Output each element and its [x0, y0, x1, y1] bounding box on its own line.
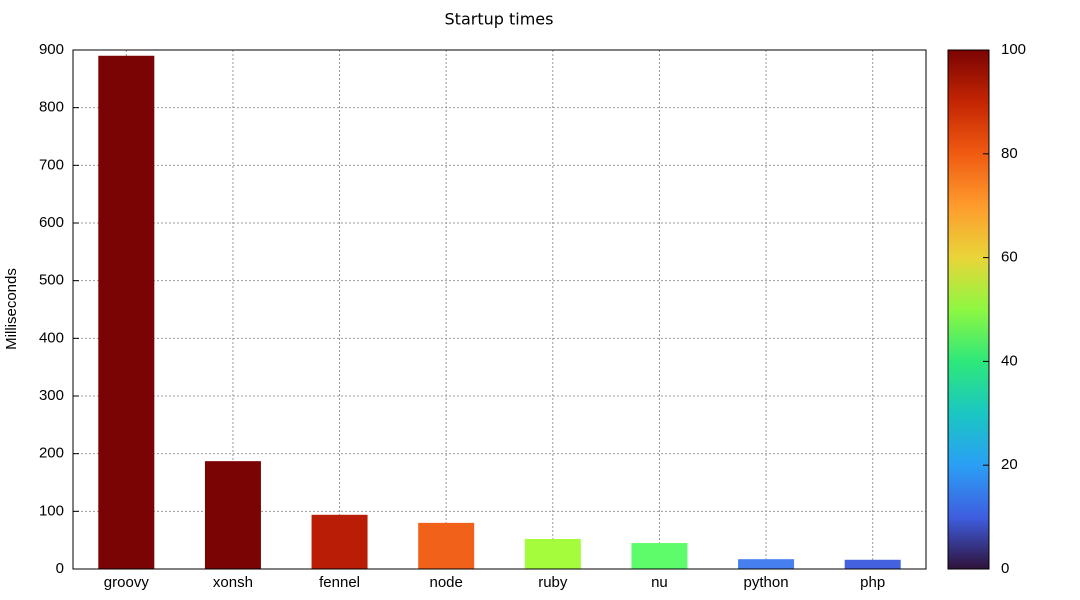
- x-tick-label: node: [430, 574, 463, 591]
- colorbar-tick-label: 40: [1001, 352, 1018, 369]
- y-tick-label: 700: [39, 156, 64, 173]
- y-tick-label: 600: [39, 214, 64, 231]
- x-tick-label: python: [744, 574, 789, 591]
- bar: [311, 514, 368, 569]
- colorbar-tick-label: 80: [1001, 145, 1018, 162]
- y-tick-label: 500: [39, 272, 64, 289]
- y-tick-label: 100: [39, 502, 64, 519]
- x-tick-label: ruby: [538, 574, 568, 591]
- bar: [418, 522, 475, 569]
- y-tick-label: 300: [39, 387, 64, 404]
- colorbar: [947, 49, 990, 570]
- chart-title: Startup times: [445, 10, 554, 29]
- y-axis-label: Milliseconds: [3, 268, 20, 350]
- y-tick-label: 800: [39, 99, 64, 116]
- bar: [98, 55, 155, 570]
- y-tick-label: 0: [56, 560, 64, 577]
- bar: [844, 559, 901, 569]
- x-tick-label: nu: [651, 574, 668, 591]
- bar: [738, 559, 795, 569]
- bar: [524, 539, 581, 569]
- colorbar-tick-label: 20: [1001, 456, 1018, 473]
- x-tick-label: php: [860, 574, 885, 591]
- y-tick-label: 200: [39, 445, 64, 462]
- x-tick-label: xonsh: [213, 574, 253, 591]
- colorbar-tick-label: 0: [1001, 560, 1009, 577]
- bar: [631, 543, 688, 569]
- x-tick-label: groovy: [104, 574, 150, 591]
- y-tick-label: 400: [39, 329, 64, 346]
- colorbar-tick-label: 60: [1001, 249, 1018, 266]
- plot-frame: [72, 49, 927, 570]
- y-tick-label: 900: [39, 41, 64, 58]
- x-tick-label: fennel: [319, 574, 360, 591]
- bar: [204, 461, 261, 569]
- colorbar-tick-label: 100: [1001, 41, 1026, 58]
